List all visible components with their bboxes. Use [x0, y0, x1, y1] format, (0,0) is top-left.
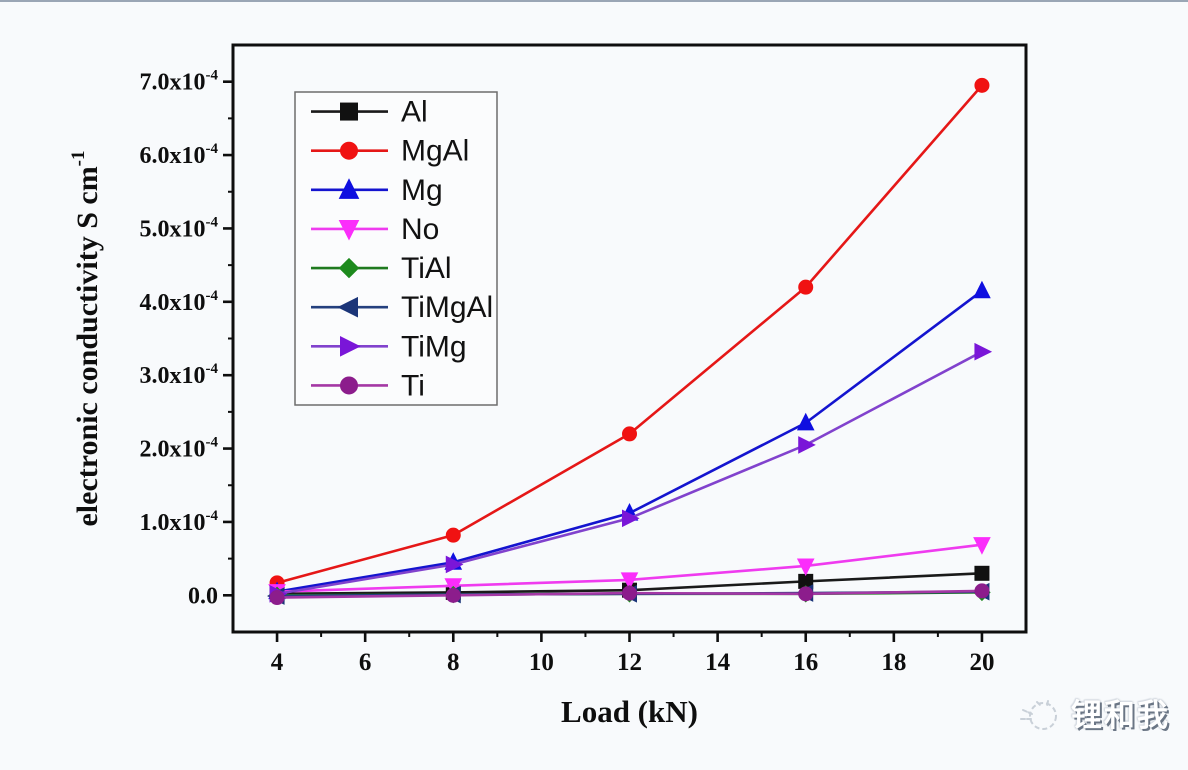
triangle-right-marker [340, 336, 361, 357]
legend-entry-TiMg: TiMg [311, 330, 467, 363]
circle-marker [340, 141, 358, 160]
x-tick-label: 4 [271, 649, 284, 676]
circle-marker [974, 77, 990, 93]
legend-entry-TiAl: TiAl [311, 252, 452, 285]
legend-entry-TiMgAl: TiMgAl [311, 291, 493, 324]
x-tick-label: 12 [617, 649, 642, 676]
legend-entry-Al: Al [311, 96, 428, 129]
series-Ti [269, 583, 990, 606]
circle-marker [622, 426, 637, 442]
series-MgAl [269, 77, 990, 591]
y-tick-label: 2.0x10-4 [140, 435, 219, 463]
y-tick-label: 0.0 [188, 583, 218, 609]
circle-marker [445, 527, 461, 543]
x-axis-title: Load (kN) [561, 694, 698, 729]
legend-label: Ti [401, 369, 425, 402]
triangle-right-marker [974, 342, 993, 361]
y-tick-label: 5.0x10-4 [140, 214, 219, 242]
watermark-text: 锂和我 [1071, 698, 1170, 733]
watermark: 锂和我 [1017, 690, 1170, 735]
triangle-right-marker [622, 509, 640, 528]
x-tick-label: 10 [529, 649, 554, 676]
legend-label: No [401, 213, 439, 246]
x-tick-label: 20 [969, 649, 994, 676]
legend-label: TiMg [401, 330, 467, 363]
square-marker [340, 102, 358, 121]
x-axis: 4 6 8 10 12 14 16 18 20 [271, 632, 994, 676]
circle-marker [798, 586, 814, 602]
x-tick-label: 16 [793, 649, 818, 676]
triangle-down-marker [338, 219, 360, 241]
triangle-up-marker [973, 280, 991, 299]
doodle-cat-icon [1020, 699, 1057, 730]
legend-label: TiAl [401, 252, 452, 285]
legend-entry-Ti: Ti [311, 369, 425, 402]
legend-label: TiMgAl [401, 291, 493, 324]
legend-label: Al [401, 96, 428, 129]
triangle-down-marker [796, 558, 815, 577]
circle-marker [445, 587, 461, 603]
x-tick-label: 18 [881, 649, 906, 676]
y-axis: 0.0 1.0x10-4 2.0x10-4 3.0x10-4 4.0x10-4 5.0x1… [140, 68, 233, 609]
triangle-down-marker [973, 537, 991, 555]
x-tick-label: 8 [447, 649, 460, 676]
y-tick-label: 3.0x10-4 [140, 361, 219, 389]
triangle-down-marker [620, 572, 639, 591]
y-tick-label: 1.0x10-4 [140, 508, 219, 536]
x-tick-label: 14 [705, 649, 731, 676]
circle-marker [269, 590, 285, 606]
y-tick-label: 7.0x10-4 [140, 68, 219, 96]
triangle-up-marker [796, 412, 815, 431]
y-tick-label: 4.0x10-4 [140, 288, 219, 316]
legend-entry-Mg: Mg [311, 174, 443, 207]
legend-entry-MgAl: MgAl [311, 135, 469, 168]
triangle-right-marker [445, 555, 464, 574]
circle-marker [340, 376, 358, 395]
legend-entry-No: No [311, 213, 439, 246]
diamond-marker [338, 257, 360, 279]
legend: Al MgAl Mg No TiAl TiMgAl TiMg Ti [294, 91, 498, 406]
y-tick-label: 6.0x10-4 [140, 141, 219, 169]
circle-marker [974, 583, 990, 599]
triangle-left-marker [337, 296, 358, 318]
circle-marker [622, 585, 637, 601]
square-marker [974, 565, 990, 581]
circle-marker [798, 279, 814, 295]
x-tick-label: 6 [359, 649, 372, 676]
y-axis-title: electronic conductivity S cm-1 [68, 150, 104, 526]
triangle-right-marker [798, 436, 816, 454]
triangle-up-marker [338, 178, 360, 199]
legend-box [294, 91, 498, 406]
legend-label: Mg [401, 174, 443, 207]
legend-label: MgAl [401, 135, 469, 168]
